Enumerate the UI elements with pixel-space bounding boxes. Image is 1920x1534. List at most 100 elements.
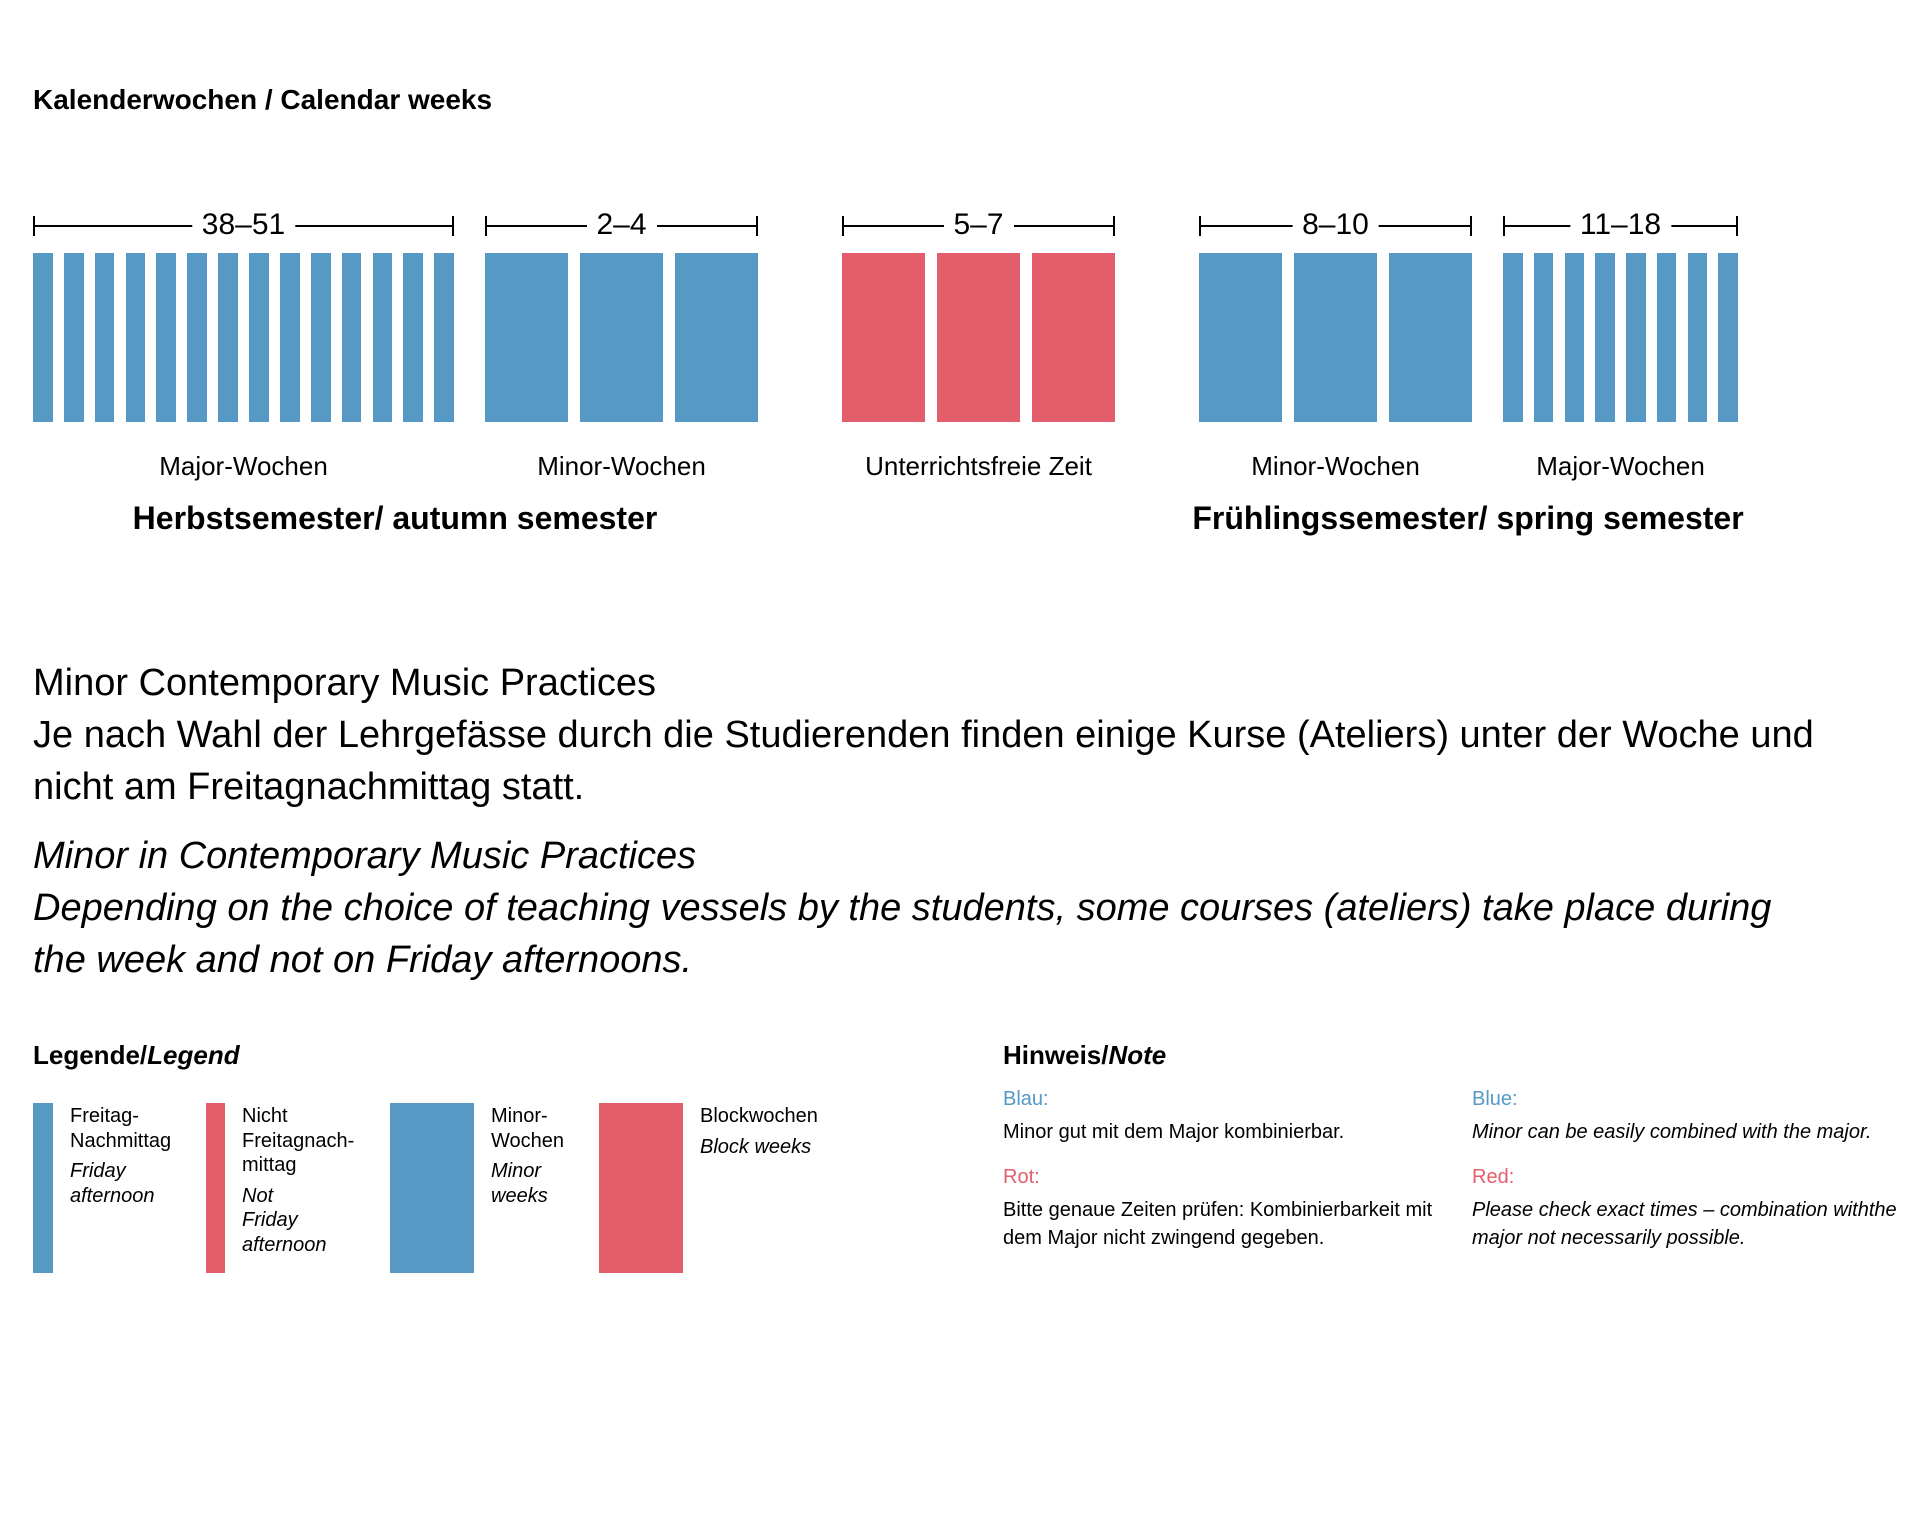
note-blue-de-label: Blau:	[1003, 1088, 1049, 1110]
week-bar	[187, 253, 208, 422]
week-bar	[434, 253, 454, 422]
week-bar	[485, 253, 569, 422]
bracket-tick	[1736, 216, 1738, 236]
description-title-de: Minor Contemporary Music Practices	[33, 662, 656, 704]
week-bar	[1595, 253, 1615, 422]
week-bar	[936, 253, 1021, 422]
note-red-de-text: dem Major nicht zwingend gegeben.	[1003, 1227, 1325, 1249]
legend-label-de: Minor- Wochen	[491, 1104, 564, 1153]
week-bar	[63, 253, 84, 422]
week-range-label: 8–10	[1292, 207, 1379, 243]
note-red-en-text: major not necessarily possible.	[1472, 1227, 1746, 1249]
legend-line: afternoon	[70, 1184, 155, 1207]
legend-label-de: Nicht Freitagnach-mittag	[242, 1104, 354, 1178]
legend-line: Freitag-	[70, 1105, 139, 1127]
week-bar	[94, 253, 115, 422]
week-range-label: 2–4	[586, 207, 657, 243]
description-line-en: the week and not on Friday afternoons.	[33, 939, 693, 981]
legend-title-en: Legend	[147, 1040, 240, 1070]
note-title: Hinweis/Note	[1003, 1040, 1166, 1071]
week-range-label: 38–51	[191, 207, 296, 243]
note-blue-en-label: Blue:	[1472, 1088, 1518, 1110]
legend-line: Friday	[70, 1160, 126, 1182]
legend-label-en: Block weeks	[700, 1135, 818, 1160]
week-bar	[218, 253, 238, 422]
week-bar	[1718, 253, 1738, 422]
week-group-label: Unterrichtsfreie Zeit	[865, 451, 1092, 481]
week-range-bracket: 2–4	[485, 207, 758, 243]
bracket-tick	[1113, 216, 1115, 236]
legend-item-text: Blockwochen Block weeks	[700, 1104, 818, 1159]
week-bar	[372, 253, 393, 422]
legend-title: Legende/Legend	[33, 1040, 240, 1071]
bracket-tick	[1503, 216, 1505, 236]
legend-line: Wochen	[491, 1129, 565, 1152]
description-line-de: Je nach Wahl der Lehrgefässe durch die S…	[33, 714, 1814, 756]
week-bar	[33, 253, 53, 422]
bracket-tick	[485, 216, 487, 236]
week-bar	[1388, 253, 1472, 422]
week-bar	[341, 253, 362, 422]
week-bar	[1656, 253, 1677, 422]
spring-semester-label: Frühlingssemester/ spring semester	[1192, 500, 1744, 536]
week-range-bracket: 5–7	[842, 207, 1115, 243]
week-group-label: Minor-Wochen	[1251, 451, 1420, 481]
week-range-bracket: 8–10	[1199, 207, 1472, 243]
week-range-label: 11–18	[1569, 207, 1672, 243]
week-bar	[279, 253, 300, 422]
legend-line: Nachmittag	[70, 1129, 172, 1152]
bracket-tick	[1199, 216, 1201, 236]
legend-line: Block weeks	[700, 1135, 812, 1158]
legend-label-de: Freitag- Nachmittag	[70, 1104, 171, 1153]
week-bar	[403, 253, 424, 422]
bracket-tick	[1470, 216, 1472, 236]
legend-label-en: Not Friday afternoon	[242, 1184, 354, 1258]
legend-line: Blockwochen	[700, 1105, 818, 1127]
week-range-bracket: 38–51	[33, 207, 454, 243]
page-title: Kalenderwochen / Calendar weeks	[33, 84, 493, 115]
bracket-tick	[33, 216, 35, 236]
bracket-tick	[842, 216, 844, 236]
week-group-label: Major-Wochen	[159, 451, 328, 481]
week-bar	[1503, 253, 1523, 422]
legend-line: Minor-	[491, 1105, 548, 1127]
legend-line: Nicht	[242, 1105, 288, 1127]
legend-line: weeks	[491, 1184, 548, 1207]
description-line-en: Depending on the choice of teaching vess…	[33, 887, 1772, 929]
legend-swatch	[206, 1103, 225, 1273]
week-range-bracket: 11–18	[1503, 207, 1738, 243]
legend-label-en: Minor weeks	[491, 1159, 564, 1208]
week-bar	[1031, 253, 1115, 422]
week-bar	[1687, 253, 1708, 422]
note-red-en-text: Please check exact times – combination w…	[1472, 1199, 1897, 1221]
description-title-en: Minor in Contemporary Music Practices	[33, 835, 697, 877]
legend-line: Not	[242, 1184, 274, 1207]
legend-line: Friday	[242, 1209, 298, 1231]
legend-label-de: Blockwochen	[700, 1104, 818, 1129]
week-bar	[156, 253, 177, 422]
week-bar	[579, 253, 664, 422]
week-bar	[1199, 253, 1283, 422]
note-title-en: Note	[1108, 1040, 1167, 1070]
legend-line: mittag	[242, 1154, 297, 1176]
legend-swatch	[390, 1103, 474, 1273]
week-bar	[310, 253, 331, 422]
legend-swatch	[599, 1103, 683, 1273]
description-line-de: nicht am Freitagnachmittag statt.	[33, 766, 585, 808]
legend-line: Freitagnach-	[242, 1129, 355, 1152]
week-bar	[1626, 253, 1646, 422]
week-bar	[125, 253, 146, 422]
week-bar	[1533, 253, 1554, 422]
week-bar	[249, 253, 269, 422]
week-bar	[842, 253, 926, 422]
legend-line: Minor	[491, 1160, 542, 1182]
legend-title-de: Legende/	[33, 1040, 148, 1070]
bracket-tick	[756, 216, 758, 236]
week-bar	[1293, 253, 1378, 422]
legend-line: afternoon	[242, 1233, 327, 1256]
autumn-semester-label: Herbstsemester/ autumn semester	[132, 500, 658, 536]
week-group-label: Minor-Wochen	[537, 451, 706, 481]
legend-label-en: Friday afternoon	[70, 1159, 171, 1208]
note-red-de-label: Rot:	[1003, 1166, 1040, 1188]
